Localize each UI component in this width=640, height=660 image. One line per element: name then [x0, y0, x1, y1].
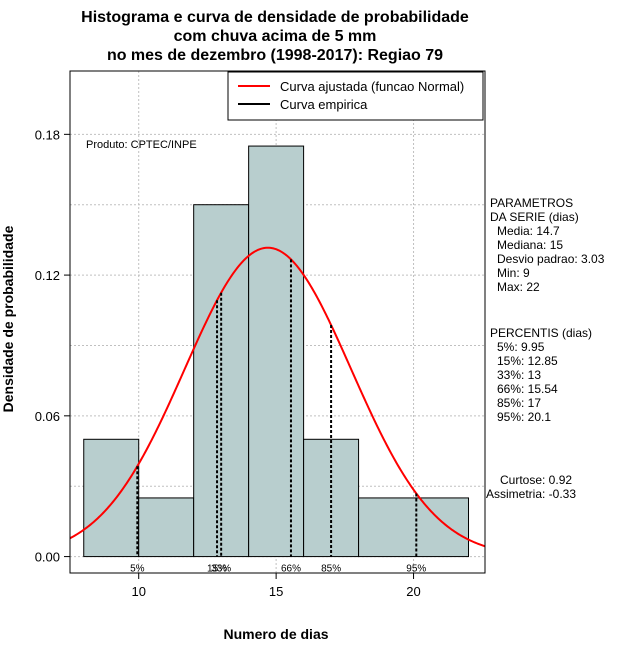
histogram-bar-4 — [248, 145, 305, 558]
histogram-bars — [83, 145, 470, 558]
percentile-line-95: 95%: 20.1 — [497, 410, 551, 424]
y-axis-title: Densidade de probabilidade — [0, 225, 16, 412]
percentile-markers: 5% 15%33% 66% 85% 95% — [130, 259, 426, 575]
axes: 10 15 20 0.00 0.06 0.12 0.18 — [35, 70, 486, 599]
parameters-header-2: DA SERIE (dias) — [490, 210, 579, 224]
parameter-mediana: Mediana: 15 — [497, 238, 563, 252]
percentiles-panel: PERCENTIS (dias) 5%: 9.95 15%: 12.85 33%… — [490, 326, 592, 424]
legend: Curva ajustada (funcao Normal) Curva emp… — [227, 71, 484, 121]
y-tick-label-0: 0.00 — [35, 550, 60, 565]
percentile-label-3: 33% — [211, 564, 231, 575]
percentile-line-33: 33%: 13 — [497, 368, 541, 382]
x-axis-title: Numero de dias — [223, 626, 328, 642]
x-tick-label-15: 15 — [269, 584, 283, 599]
histogram-bar-6 — [358, 497, 470, 558]
y-tick-label-0.18: 0.18 — [35, 127, 60, 142]
plot-frame — [69, 70, 486, 574]
y-tick-label-0.12: 0.12 — [35, 268, 60, 283]
normal-curve — [69, 246, 486, 548]
chart-title-line-2: com chuva acima de 5 mm — [174, 28, 377, 45]
legend-label-empirical: Curva empirica — [280, 97, 368, 112]
percentile-line-5: 5%: 9.95 — [497, 340, 545, 354]
stat-curtose: Curtose: 0.92 — [500, 473, 572, 487]
parameter-media: Media: 14.7 — [497, 224, 560, 238]
stat-assimetria: Assimetria: -0.33 — [486, 487, 576, 501]
percentile-label-6: 95% — [406, 564, 426, 575]
y-tick-label-0.06: 0.06 — [35, 409, 60, 424]
percentile-line-66: 66%: 15.54 — [497, 382, 558, 396]
percentiles-header: PERCENTIS (dias) — [490, 326, 592, 340]
legend-box — [227, 71, 484, 121]
chart-title-line-3: no mes de dezembro (1998-2017): Regiao 7… — [107, 47, 443, 64]
percentile-label-1: 5% — [130, 564, 145, 575]
percentile-line-15: 15%: 12.85 — [497, 354, 558, 368]
percentile-line-85: 85%: 17 — [497, 396, 541, 410]
parameters-panel: PARAMETROS DA SERIE (dias) Media: 14.7 M… — [490, 196, 605, 294]
histogram-bar-2 — [138, 497, 195, 558]
percentile-label-5: 85% — [321, 564, 341, 575]
legend-label-normal: Curva ajustada (funcao Normal) — [280, 79, 464, 94]
product-annotation: Produto: CPTEC/INPE — [86, 139, 197, 151]
shape-stats-panel: Curtose: 0.92 Assimetria: -0.33 — [486, 473, 576, 501]
percentile-label-4: 66% — [281, 564, 301, 575]
percentile-label-2: 15% — [207, 564, 227, 575]
x-tick-label-20: 20 — [406, 584, 420, 599]
histogram-bar-1 — [83, 438, 140, 558]
normal-curve-layer — [69, 246, 486, 548]
x-tick-label-10: 10 — [131, 584, 145, 599]
parameter-desvio: Desvio padrao: 3.03 — [497, 252, 605, 266]
parameter-min: Min: 9 — [497, 266, 530, 280]
parameters-header-1: PARAMETROS — [490, 196, 573, 210]
parameter-max: Max: 22 — [497, 280, 540, 294]
chart-title-line-1: Histograma e curva de densidade de proba… — [81, 9, 469, 26]
